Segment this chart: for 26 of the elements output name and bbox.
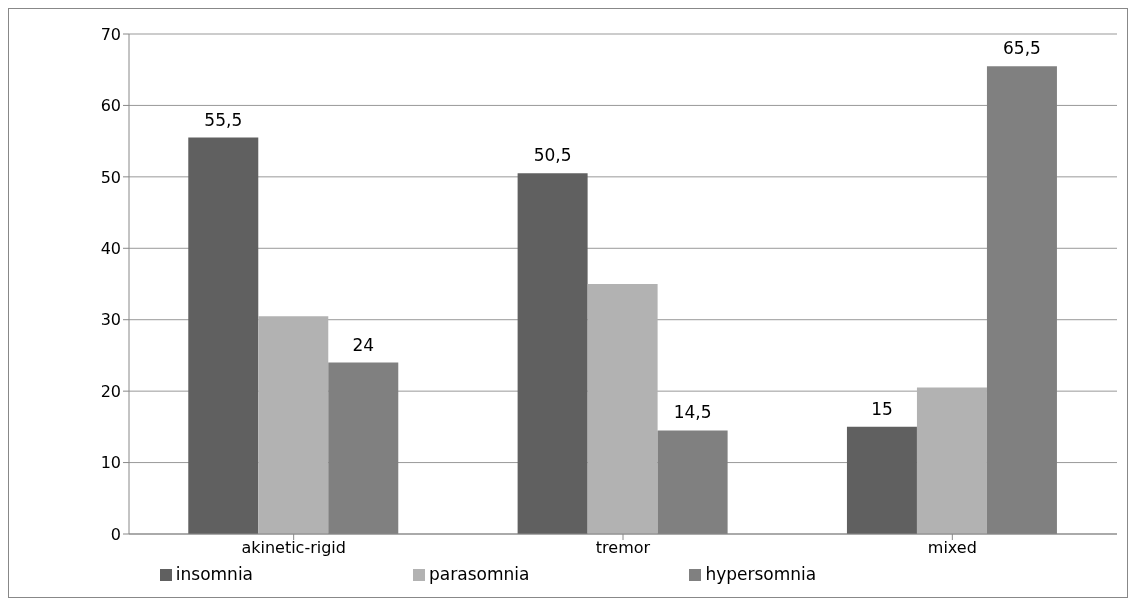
bar xyxy=(916,387,987,534)
bar xyxy=(587,284,658,534)
y-tick-label: 0 xyxy=(110,524,121,544)
y-tick-label: 30 xyxy=(100,310,121,330)
data-label: 65,5 xyxy=(1003,38,1041,59)
legend-label: insomnia xyxy=(175,564,254,584)
bar xyxy=(517,173,588,534)
data-label: 55,5 xyxy=(204,109,243,130)
y-tick-label: 60 xyxy=(100,96,121,116)
y-tick-label: 70 xyxy=(100,24,121,44)
y-tick-label: 40 xyxy=(100,238,121,258)
y-tick-label: 10 xyxy=(100,453,121,473)
data-label: 24 xyxy=(352,334,375,355)
data-label: 50,5 xyxy=(533,145,572,166)
x-tick-label: mixed xyxy=(927,538,977,558)
x-tick-label: akinetic-rigid xyxy=(241,538,346,558)
legend-label: hypersomnia xyxy=(705,564,817,584)
x-tick-label: tremor xyxy=(595,538,651,558)
data-label: 15 xyxy=(871,398,893,419)
bar xyxy=(258,316,329,534)
legend-label: parasomnia xyxy=(429,564,530,584)
data-label: 14,5 xyxy=(673,402,712,423)
y-tick-label: 50 xyxy=(100,167,121,187)
y-tick-label: 20 xyxy=(100,381,121,401)
bar xyxy=(188,137,259,534)
bar xyxy=(846,426,917,534)
